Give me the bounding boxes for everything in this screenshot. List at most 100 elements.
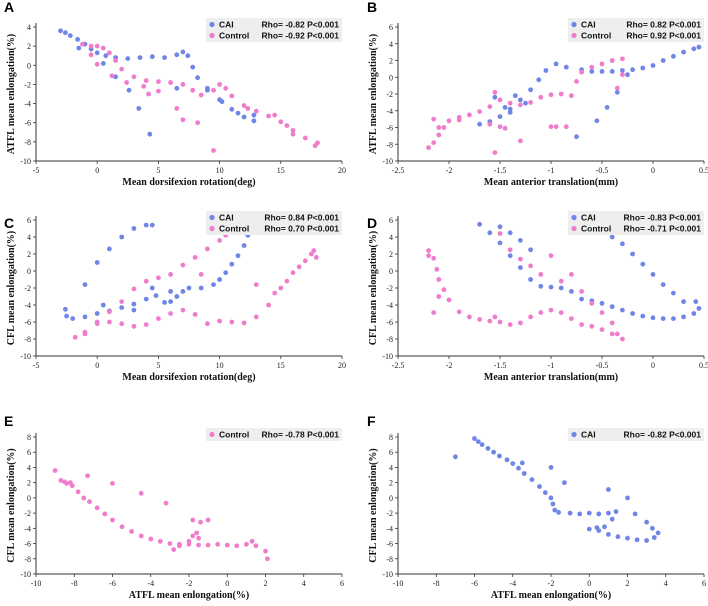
data-point xyxy=(217,277,223,282)
data-point xyxy=(138,533,144,539)
x-tick-label: -2 xyxy=(446,166,453,175)
data-point xyxy=(211,87,216,93)
x-tick-label: -2 xyxy=(548,579,555,588)
series-cai xyxy=(63,221,253,321)
data-point xyxy=(263,548,268,554)
data-point xyxy=(131,74,137,80)
data-point xyxy=(574,79,579,84)
data-point xyxy=(265,556,270,562)
data-point xyxy=(518,256,523,262)
x-tick-label: -2.5 xyxy=(392,361,405,370)
y-axis-label: CFL mean enlongation(%) xyxy=(6,448,17,562)
data-point xyxy=(177,543,182,549)
x-tick-label: 4 xyxy=(664,579,668,588)
data-point xyxy=(625,72,630,78)
data-point xyxy=(630,311,635,316)
data-point xyxy=(542,490,548,495)
x-tick-label: 5 xyxy=(156,166,160,175)
y-tick-label: -10 xyxy=(382,157,393,166)
data-point xyxy=(497,114,503,119)
data-point xyxy=(492,89,498,95)
data-point xyxy=(436,132,442,138)
y-tick-label: 8 xyxy=(27,433,31,442)
data-point xyxy=(131,301,137,307)
data-point xyxy=(311,248,317,254)
data-point xyxy=(596,511,602,517)
y-tick-label: -6 xyxy=(386,540,393,549)
data-point xyxy=(536,77,542,83)
data-point xyxy=(693,299,699,304)
data-point xyxy=(497,240,503,246)
legend-stat: Rho= 0.84 P<0.001 xyxy=(264,213,339,223)
data-point xyxy=(143,322,149,327)
y-tick-label: -6 xyxy=(24,119,31,128)
data-point xyxy=(64,313,69,319)
data-point xyxy=(148,536,154,542)
data-point xyxy=(543,68,549,73)
data-point xyxy=(81,495,87,501)
series-control xyxy=(426,231,625,342)
data-point xyxy=(507,247,513,253)
data-point xyxy=(436,277,442,282)
data-point xyxy=(640,313,646,319)
data-point xyxy=(507,106,513,112)
x-tick-label: -2.5 xyxy=(392,166,405,175)
data-point xyxy=(609,234,615,240)
x-tick-label: 5 xyxy=(156,361,160,370)
data-point xyxy=(487,121,493,127)
data-point xyxy=(266,302,271,308)
data-point xyxy=(609,58,615,63)
data-point xyxy=(491,449,496,455)
data-point xyxy=(64,481,69,486)
data-point xyxy=(620,68,625,73)
data-point xyxy=(241,103,247,108)
data-point xyxy=(609,331,615,337)
chart-panel-f: F 8 6 4 2 0 -2 -4 -6 -8 -10-10 -8 -6 -4 -2 0 2 4 6 ATFL mea… xyxy=(367,413,706,601)
data-point xyxy=(453,454,458,460)
data-point xyxy=(309,251,314,257)
data-point xyxy=(497,224,503,230)
data-point xyxy=(290,270,296,276)
data-point xyxy=(278,285,284,291)
y-tick-label: 4 xyxy=(27,233,31,242)
data-point xyxy=(518,97,523,103)
x-tick-label: 0.5 xyxy=(699,166,708,175)
data-point xyxy=(548,495,554,501)
data-point xyxy=(497,124,503,130)
data-point xyxy=(241,243,247,248)
y-tick-label: -10 xyxy=(20,157,31,166)
data-point xyxy=(477,221,482,227)
data-point xyxy=(313,255,319,260)
y-tick-label: -4 xyxy=(24,301,31,310)
data-point xyxy=(107,50,112,56)
data-point xyxy=(185,53,191,59)
data-point xyxy=(109,73,115,79)
data-point xyxy=(180,82,186,87)
y-tick-label: -2 xyxy=(24,509,31,518)
series-cai xyxy=(58,28,257,137)
data-point xyxy=(625,495,630,501)
data-point xyxy=(507,253,513,259)
data-point xyxy=(251,118,257,124)
data-point xyxy=(266,113,271,119)
data-point xyxy=(518,238,523,243)
legend-stat: Rho= -0.82 P<0.001 xyxy=(624,430,702,440)
data-point xyxy=(492,314,498,320)
data-point xyxy=(302,258,308,264)
y-tick-label: -2 xyxy=(24,80,31,89)
data-point xyxy=(497,453,502,459)
data-point xyxy=(507,110,513,115)
x-tick-label: 0 xyxy=(651,361,655,370)
y-tick-label: 6 xyxy=(27,448,31,457)
legend-marker xyxy=(571,214,577,221)
data-point xyxy=(548,92,554,98)
data-point xyxy=(190,64,196,70)
data-point xyxy=(180,262,186,268)
data-point xyxy=(691,46,697,52)
data-point xyxy=(529,477,535,482)
data-point xyxy=(644,538,649,543)
data-point xyxy=(651,535,657,540)
data-point xyxy=(174,52,180,58)
data-point xyxy=(599,327,605,332)
panel-letter: E xyxy=(4,413,13,429)
